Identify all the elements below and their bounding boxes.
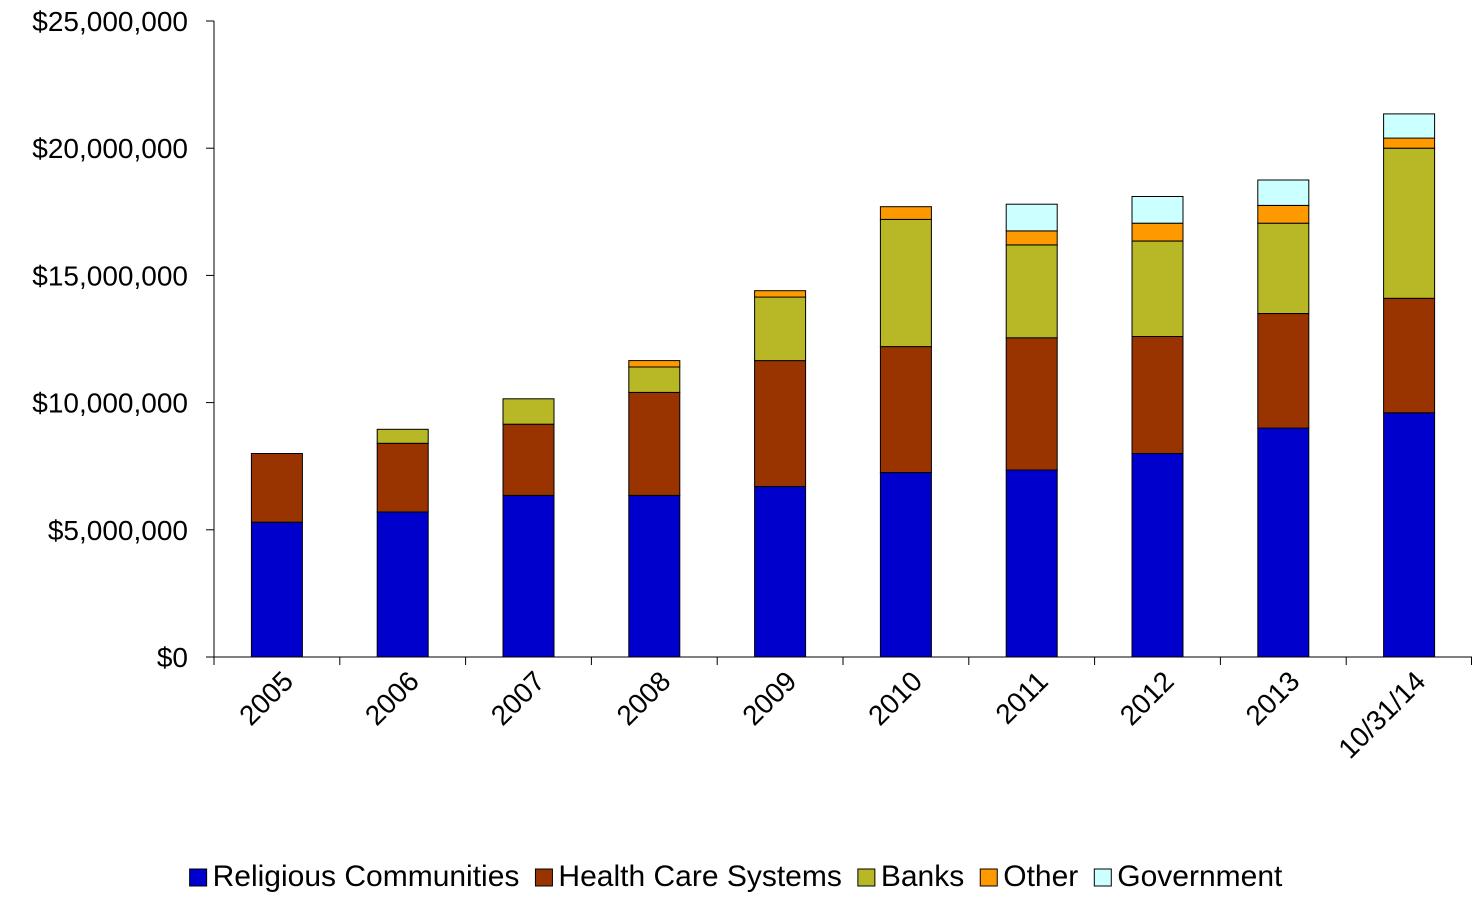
x-tick-label: 2009 bbox=[736, 665, 802, 731]
x-tick-label: 2006 bbox=[359, 665, 425, 731]
legend-item-health-care-systems: Health Care Systems bbox=[534, 860, 842, 893]
bar-other-2012 bbox=[1131, 222, 1184, 242]
x-tick-label: 2007 bbox=[485, 665, 551, 731]
bar-other-2009 bbox=[754, 290, 807, 298]
bar-religious-communities-10-31-14 bbox=[1383, 412, 1436, 658]
legend-item-banks: Banks bbox=[857, 860, 964, 893]
y-tick-label: $5,000,000 bbox=[48, 515, 188, 546]
bar-health-care-systems-2010 bbox=[879, 346, 932, 474]
bar-other-2008 bbox=[628, 360, 681, 368]
legend-item-other: Other bbox=[979, 860, 1078, 893]
bar-religious-communities-2012 bbox=[1131, 453, 1184, 658]
bar-health-care-systems-2013 bbox=[1257, 313, 1310, 429]
bar-health-care-systems-2009 bbox=[754, 360, 807, 488]
bar-religious-communities-2006 bbox=[376, 511, 429, 658]
bar-religious-communities-2011 bbox=[1005, 469, 1058, 658]
bar-banks-2007 bbox=[502, 398, 555, 425]
bar-religious-communities-2010 bbox=[879, 472, 932, 658]
bar-government-2012 bbox=[1131, 196, 1184, 224]
bar-banks-2013 bbox=[1257, 222, 1310, 314]
x-tick-label: 2010 bbox=[862, 665, 928, 731]
x-tick-label: 2011 bbox=[989, 665, 1054, 730]
legend-swatch-government bbox=[1093, 868, 1112, 887]
bar-other-2010 bbox=[879, 206, 932, 220]
bar-religious-communities-2009 bbox=[754, 486, 807, 658]
y-tick-label: $15,000,000 bbox=[32, 260, 188, 291]
legend-item-government: Government bbox=[1093, 860, 1283, 893]
bar-government-2011 bbox=[1005, 203, 1058, 232]
bar-health-care-systems-2007 bbox=[502, 423, 555, 496]
legend-swatch-banks bbox=[857, 868, 876, 887]
bar-religious-communities-2005 bbox=[250, 521, 303, 658]
bar-religious-communities-2013 bbox=[1257, 427, 1310, 658]
bar-other-2013 bbox=[1257, 204, 1310, 224]
bar-other-10-31-14 bbox=[1383, 137, 1436, 149]
legend-swatch-health-care-systems bbox=[534, 868, 553, 887]
y-tick-label: $10,000,000 bbox=[32, 388, 188, 419]
bars-layer bbox=[250, 113, 1436, 658]
legend-label-banks: Banks bbox=[881, 860, 964, 893]
bar-other-2011 bbox=[1005, 230, 1058, 246]
bar-banks-2010 bbox=[879, 218, 932, 348]
x-tick-label: 2005 bbox=[233, 665, 299, 731]
bar-banks-2012 bbox=[1131, 240, 1184, 338]
bar-health-care-systems-2008 bbox=[628, 391, 681, 496]
y-tick-label: $25,000,000 bbox=[32, 6, 188, 37]
legend-label-health-care-systems: Health Care Systems bbox=[558, 860, 841, 893]
x-tick-label: 2012 bbox=[1114, 665, 1180, 731]
bar-religious-communities-2007 bbox=[502, 495, 555, 658]
legend-label-other: Other bbox=[1003, 860, 1078, 893]
legend-label-religious-communities: Religious Communities bbox=[213, 860, 520, 893]
bar-banks-10-31-14 bbox=[1383, 147, 1436, 299]
bar-government-2013 bbox=[1257, 179, 1310, 206]
legend-swatch-religious-communities bbox=[189, 868, 208, 887]
legend-label-government: Government bbox=[1117, 860, 1283, 893]
bar-banks-2008 bbox=[628, 366, 681, 393]
x-tick-label: 2008 bbox=[611, 665, 677, 731]
bar-banks-2011 bbox=[1005, 244, 1058, 339]
bar-health-care-systems-2011 bbox=[1005, 337, 1058, 471]
bar-banks-2009 bbox=[754, 296, 807, 362]
bar-religious-communities-2008 bbox=[628, 495, 681, 658]
legend-item-religious-communities: Religious Communities bbox=[189, 860, 520, 893]
y-tick-label: $20,000,000 bbox=[32, 133, 188, 164]
y-tick-label: $0 bbox=[157, 642, 188, 673]
legend-swatch-other bbox=[979, 868, 998, 887]
x-tick-label: 2013 bbox=[1240, 665, 1306, 731]
axes-layer: $0 $5,000,000 $10,000,000 $15,000,000 $20,00… bbox=[32, 6, 1472, 764]
bar-health-care-systems-2012 bbox=[1131, 336, 1184, 454]
legend: Religious Communities Health Care Systems… bbox=[189, 860, 1283, 893]
bar-banks-2006 bbox=[376, 428, 429, 444]
bar-health-care-systems-2005 bbox=[250, 453, 303, 523]
bar-government-10-31-14 bbox=[1383, 113, 1436, 139]
x-tick-label: 10/31/14 bbox=[1332, 665, 1431, 764]
bar-health-care-systems-10-31-14 bbox=[1383, 297, 1436, 414]
bar-health-care-systems-2006 bbox=[376, 442, 429, 513]
